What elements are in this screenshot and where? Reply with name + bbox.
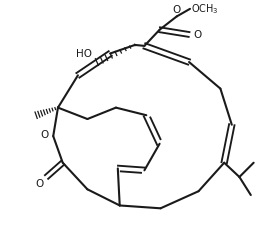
Text: O: O bbox=[194, 30, 202, 41]
Text: O: O bbox=[173, 5, 181, 16]
Text: OCH$_3$: OCH$_3$ bbox=[191, 2, 219, 16]
Text: HO: HO bbox=[76, 49, 92, 59]
Text: O: O bbox=[41, 130, 49, 140]
Text: O: O bbox=[35, 179, 44, 189]
